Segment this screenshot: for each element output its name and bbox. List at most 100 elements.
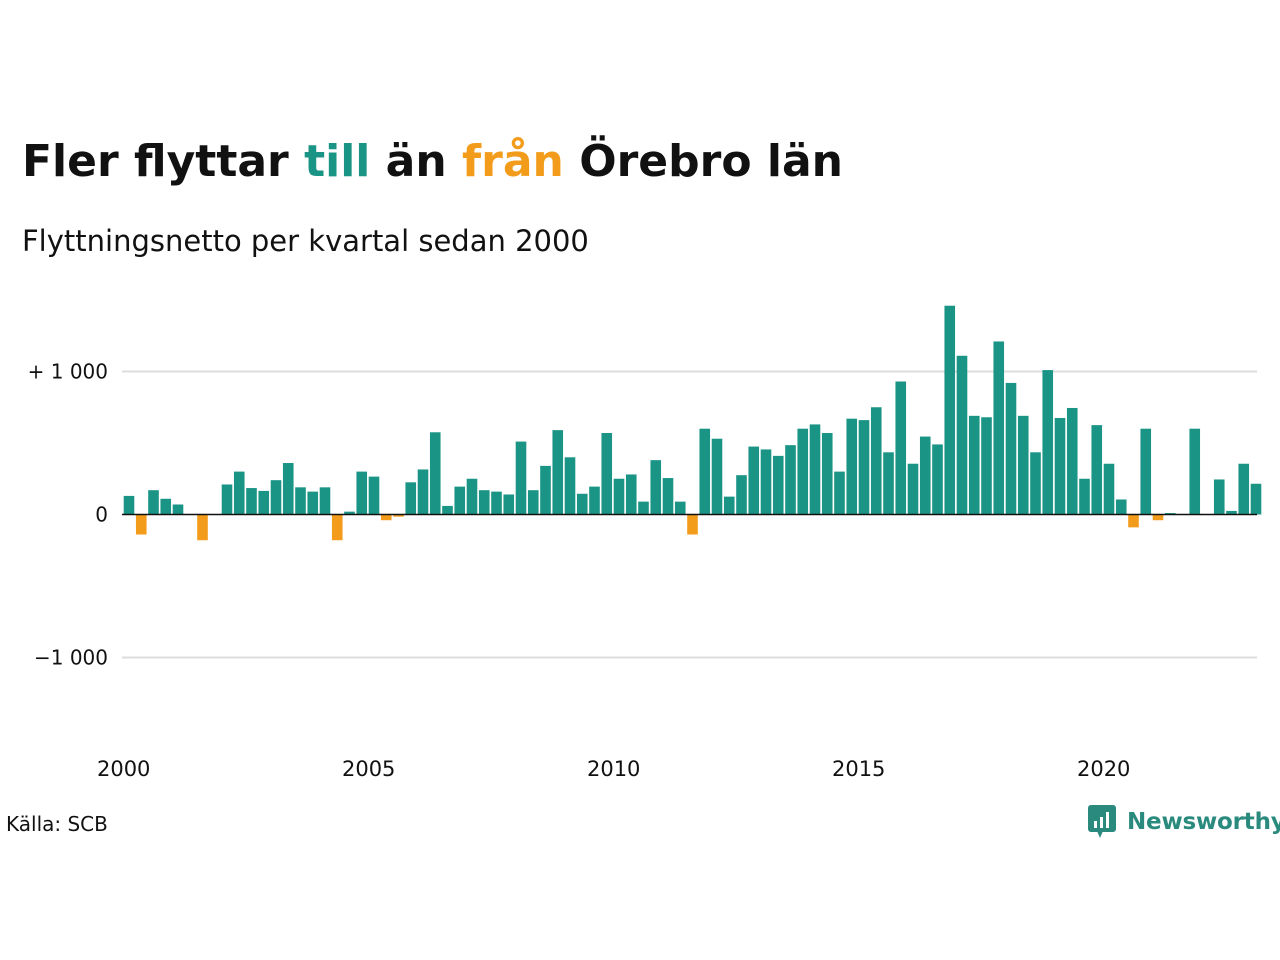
bar-positive: [405, 482, 417, 515]
x-tick-label: 2015: [832, 757, 885, 781]
bar-positive: [491, 491, 502, 515]
bar-positive: [307, 491, 319, 515]
bar-positive: [1042, 370, 1054, 515]
title-word-fran: från: [462, 136, 564, 187]
x-tick-label: 2010: [587, 757, 640, 781]
newsworthy-icon: [1088, 805, 1116, 838]
bar-negative: [393, 514, 404, 517]
bar-positive: [221, 484, 233, 515]
bar-positive: [723, 496, 735, 515]
bar-positive: [772, 455, 784, 515]
y-tick-label: 0: [95, 503, 108, 527]
bar-positive: [662, 478, 674, 515]
bar-positive: [1030, 452, 1041, 515]
bar-positive: [515, 441, 527, 515]
bar-positive: [429, 432, 441, 515]
bar-positive: [895, 381, 907, 515]
bar-positive: [821, 432, 833, 515]
bar-negative: [1152, 514, 1164, 521]
bar-positive: [797, 428, 809, 515]
bar-positive: [564, 457, 576, 515]
bar-positive: [748, 446, 760, 515]
bar-positive: [1238, 463, 1250, 515]
bar-positive: [638, 501, 649, 515]
bar-positive: [981, 417, 992, 515]
bar-positive: [552, 430, 564, 515]
bar-positive: [442, 505, 453, 515]
source-label: Källa: SCB: [6, 812, 108, 836]
bar-positive: [674, 501, 686, 515]
bar-positive: [944, 305, 956, 515]
bar-positive: [1250, 483, 1262, 515]
bar-positive: [1005, 382, 1017, 515]
bar-positive: [589, 486, 600, 515]
bar-positive: [540, 465, 551, 515]
grid-lines: [122, 370, 1257, 659]
bar-positive: [785, 445, 796, 515]
x-tick-label: 2005: [342, 757, 395, 781]
bar-positive: [1226, 510, 1237, 515]
title-word-till: till: [304, 136, 371, 187]
x-tick-label: 2020: [1077, 757, 1130, 781]
bar-positive: [148, 490, 159, 515]
brand-name: Newsworthy: [1127, 809, 1280, 835]
x-tick-label: 2000: [97, 757, 150, 781]
bar-positive: [1213, 479, 1225, 515]
bar-positive: [699, 428, 711, 515]
bar-positive: [1017, 415, 1029, 515]
bar-positive: [527, 490, 539, 515]
bar-positive: [503, 494, 515, 515]
bar-negative: [331, 514, 343, 541]
bar-negative: [687, 514, 698, 535]
title-text-1: Fler flyttar: [22, 136, 305, 187]
bar-positive: [1091, 425, 1103, 515]
bar-positive: [295, 487, 306, 515]
bar-positive: [1140, 428, 1152, 515]
bar-negative: [380, 514, 392, 521]
bar-positive: [907, 463, 919, 515]
bar-positive: [919, 436, 931, 515]
bar-positive: [172, 504, 184, 515]
bar-positive: [1103, 463, 1115, 515]
bar-positive: [932, 444, 943, 515]
bar-positive: [1079, 478, 1090, 515]
title-text-2: än: [370, 136, 463, 187]
bar-positive: [834, 471, 845, 515]
bar-positive: [233, 471, 245, 515]
chart-title: Fler flyttar till än från Örebro län: [22, 134, 843, 190]
bar-positive: [417, 469, 429, 515]
bar-positive: [368, 476, 380, 515]
brand-logo: Newsworthy: [1087, 803, 1280, 841]
bar-positive: [282, 463, 294, 515]
bar-positive: [246, 488, 257, 515]
bar-positive: [258, 490, 270, 515]
bar-positive: [1066, 407, 1078, 515]
y-tick-label: + 1 000: [28, 360, 108, 384]
bar-positive: [711, 438, 723, 515]
bar-positive: [270, 480, 282, 515]
bar-positive: [858, 420, 870, 515]
bar-negative: [135, 514, 147, 535]
bar-negative: [1128, 514, 1139, 528]
bar-positive: [454, 486, 466, 515]
bar-positive: [809, 424, 821, 515]
bar-positive: [968, 415, 980, 515]
bar-positive: [160, 498, 172, 515]
bar-positive: [123, 495, 135, 515]
chart-subtitle: Flyttningsnetto per kvartal sedan 2000: [22, 224, 589, 258]
title-text-3: Örebro län: [563, 136, 843, 187]
bar-positive: [760, 449, 772, 515]
axes: + 1 000 0 −1 000 2000 2005 2010 2015 2020: [28, 360, 1257, 781]
bar-positive: [736, 475, 747, 515]
bar-positive: [1189, 428, 1201, 515]
bar-positive: [478, 490, 490, 515]
bar-positive: [1054, 417, 1066, 515]
bar-positive: [319, 487, 331, 515]
bar-positive: [576, 493, 588, 515]
bar-positive: [846, 418, 858, 515]
y-tick-label: −1 000: [34, 646, 108, 670]
bar-positive: [466, 478, 478, 515]
bar-positive: [613, 478, 625, 515]
bar-positive: [1115, 499, 1127, 515]
